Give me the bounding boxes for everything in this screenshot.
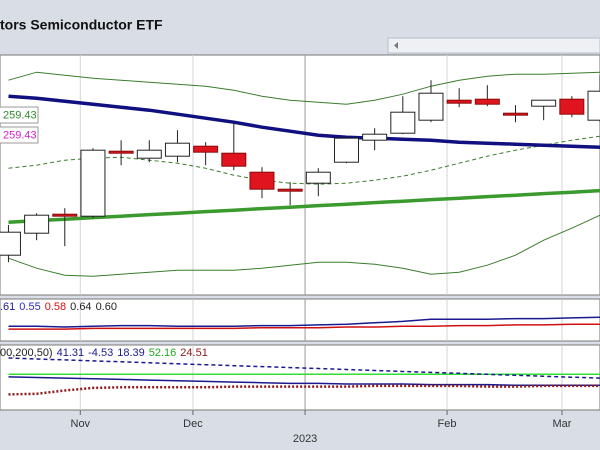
candle-body: [108, 150, 134, 154]
indicator-label: 0.60: [96, 301, 117, 313]
indicator-label: 0.55: [19, 301, 40, 313]
indicator-label: 18.39: [117, 347, 145, 359]
x-tick-label: Mar: [552, 418, 571, 430]
indicator-label: 0.64: [70, 301, 91, 313]
chart-title: tors Semiconductor ETF: [0, 17, 163, 33]
candle-body: [80, 149, 106, 217]
candle-body: [446, 99, 472, 104]
overlay-line: [8, 214, 600, 277]
x-tick-label: Feb: [438, 418, 457, 430]
indicator-line: [8, 357, 600, 379]
candle-body: [277, 188, 303, 192]
price-tag-box: [0, 126, 39, 144]
indicator-label: 24.51: [180, 347, 208, 359]
scrollbar[interactable]: [387, 37, 600, 54]
candle-body: [136, 149, 162, 159]
candle-body: [52, 213, 78, 217]
candle-body: [587, 90, 600, 121]
scroll-arrow[interactable]: [394, 42, 398, 49]
indicator-label: 52.16: [149, 347, 177, 359]
indicator-label: .61: [0, 301, 15, 313]
overlay-line: [8, 94, 600, 149]
candle-body: [249, 171, 275, 190]
candle-body: [362, 133, 388, 141]
price-tag: 259.43: [3, 129, 37, 141]
candle-body: [559, 98, 585, 115]
candle-body: [305, 171, 331, 184]
indicator-label: 41.31: [57, 347, 85, 359]
indicator-panel-1: [0, 298, 600, 342]
indicator-panel-2: [0, 344, 600, 411]
candle-body: [221, 152, 247, 167]
candle-body: [390, 111, 416, 134]
price-tag-box: [0, 106, 39, 124]
candle-body: [502, 112, 528, 116]
indicator-line: [8, 376, 600, 387]
candle-body: [193, 145, 219, 153]
candle-body: [333, 137, 359, 163]
indicator-label: 0.58: [45, 301, 66, 313]
x-tick-label: 2023: [293, 433, 317, 445]
candle-body: [474, 98, 500, 105]
indicator-label: -4.53: [88, 347, 113, 359]
indicator-label: 00,200,50): [0, 347, 53, 359]
overlay-line: [8, 188, 600, 224]
x-tick-label: Nov: [71, 418, 91, 430]
candle-body: [164, 142, 190, 157]
candle-body: [24, 214, 50, 234]
candle-body: [0, 231, 21, 256]
indicator-line: [8, 316, 600, 328]
overlay-line: [8, 71, 600, 105]
x-tick-label: Dec: [183, 418, 203, 430]
candle-body: [418, 92, 444, 121]
indicator-line: [8, 323, 600, 330]
price-tag: 259.43: [3, 109, 37, 121]
candle-body: [531, 99, 557, 107]
indicator-line: [8, 384, 600, 396]
overlay-line: [8, 135, 600, 185]
